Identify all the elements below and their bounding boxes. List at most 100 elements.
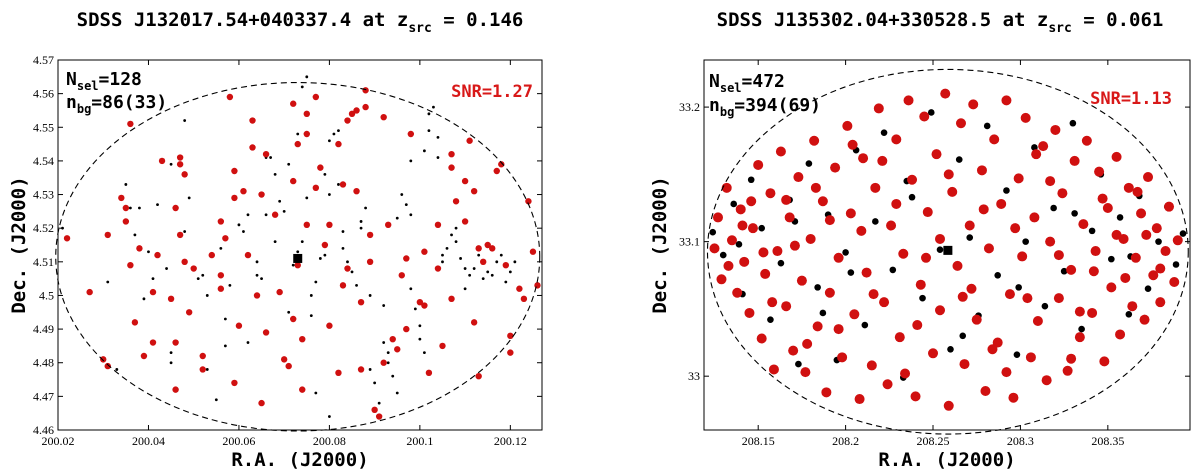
selected-galaxy-point [987, 344, 998, 355]
selected-galaxy-point [1106, 282, 1117, 293]
selected-galaxies [63, 87, 541, 420]
selected-galaxy-point [104, 362, 111, 370]
background-galaxy-point [223, 344, 227, 348]
selected-galaxy-point [886, 220, 897, 231]
background-galaxy-point [409, 213, 413, 217]
selected-galaxy-point [1074, 306, 1085, 317]
selected-galaxy-point [258, 191, 265, 198]
background-galaxy-point [436, 135, 440, 139]
selected-galaxy-point [1029, 212, 1040, 223]
selected-galaxy-point [744, 307, 755, 318]
background-galaxy-point [459, 257, 462, 260]
selected-galaxy-point [781, 301, 792, 312]
selected-galaxy-point [421, 302, 428, 309]
background-galaxy-point [959, 332, 967, 340]
selected-galaxy-point [122, 204, 130, 212]
background-galaxy-point [842, 249, 849, 256]
background-galaxy-point [983, 122, 991, 130]
selected-galaxy-point [208, 251, 215, 259]
background-galaxy-point [328, 139, 331, 143]
selected-galaxy-point [158, 157, 166, 165]
selected-galaxy-point [955, 118, 966, 129]
selected-galaxy-point [371, 406, 378, 414]
selected-galaxy-point [285, 362, 292, 370]
selected-galaxy-point [498, 161, 505, 168]
background-galaxy-point [395, 216, 399, 220]
background-galaxy-point [709, 228, 717, 236]
background-galaxy-point [183, 119, 187, 122]
y-tick-label: 4.47 [33, 389, 54, 403]
selected-galaxy-point [1032, 316, 1043, 327]
background-galaxy-point [138, 206, 141, 210]
selected-galaxy-point [1169, 277, 1180, 287]
selected-galaxy-point [845, 208, 856, 219]
background-galaxy-point [508, 270, 512, 274]
background-galaxy-point [278, 199, 282, 203]
selected-galaxy-point [1020, 112, 1031, 123]
selected-galaxy-point [735, 204, 746, 215]
selected-galaxy-point [709, 243, 720, 254]
selected-galaxy-point [1120, 272, 1131, 283]
selected-galaxy-point [915, 279, 926, 290]
background-galaxy-point [151, 277, 155, 281]
background-galaxy-point [422, 149, 426, 153]
selected-galaxy-point [317, 164, 324, 171]
nbg-label: nbg=394(69) [709, 95, 821, 119]
selected-galaxy-point [891, 198, 902, 209]
selected-galaxy-point [739, 256, 750, 267]
selected-galaxy-point [385, 221, 392, 229]
selected-galaxy-point [753, 159, 764, 170]
background-galaxy-point [1108, 255, 1115, 263]
background-galaxy-point [767, 316, 774, 323]
selected-galaxy-point [276, 288, 283, 296]
y-tick-label: 4.51 [33, 255, 54, 269]
background-galaxy-point [391, 374, 395, 378]
selected-galaxy-point [339, 181, 347, 188]
snr-label: SNR=1.13 [1090, 89, 1172, 109]
background-galaxy-point [1022, 238, 1029, 245]
selected-galaxy-point [290, 315, 297, 323]
background-galaxy-point [309, 314, 313, 318]
selected-galaxy-point [723, 260, 734, 271]
panel-right: SDSS J135302.04+330528.5 at zsrc = 0.061… [649, 9, 1191, 471]
background-galaxy-point [128, 206, 132, 210]
selected-galaxy-point [534, 282, 541, 289]
background-galaxy-point [1172, 261, 1180, 268]
selected-galaxy-point [996, 198, 1007, 209]
selected-galaxy-point [1025, 352, 1036, 363]
selected-galaxy-point [489, 245, 496, 252]
selected-galaxy-point [303, 221, 310, 229]
selected-galaxy-point [1123, 182, 1134, 193]
selected-galaxy-point [830, 162, 841, 173]
background-galaxy-point [382, 341, 386, 344]
selected-galaxy-point [190, 265, 197, 272]
selected-galaxy-point [362, 87, 369, 94]
background-galaxy-point [169, 361, 173, 365]
background-galaxy-point [246, 213, 250, 217]
selected-galaxy-point [466, 137, 473, 144]
background-galaxy-point [819, 309, 827, 317]
selected-galaxy-point [1160, 246, 1171, 257]
background-galaxies [61, 75, 517, 418]
background-galaxy-point [1060, 267, 1068, 275]
background-galaxy-point [368, 368, 372, 371]
selected-galaxy-point [861, 267, 872, 278]
selected-galaxy-point [833, 252, 844, 263]
selected-galaxies [709, 88, 1183, 411]
y-axis-label: Dec. (J2000) [649, 176, 671, 313]
selected-galaxy-point [127, 261, 134, 269]
selected-galaxy-point [1053, 250, 1064, 261]
selected-galaxy-point [968, 99, 979, 110]
selected-galaxy-point [907, 174, 918, 185]
selected-galaxy-point [940, 88, 951, 99]
selected-galaxy-point [249, 144, 256, 151]
selected-galaxy-point [716, 274, 727, 285]
background-galaxy-point [1155, 238, 1162, 245]
background-galaxy-point [255, 273, 259, 277]
selected-galaxy-point [335, 140, 342, 148]
selected-galaxy-point [817, 196, 828, 207]
selected-galaxy-point [403, 255, 410, 262]
selected-galaxy-point [172, 386, 179, 393]
selected-galaxy-point [448, 295, 455, 303]
nsel-label: Nsel=472 [709, 71, 785, 95]
